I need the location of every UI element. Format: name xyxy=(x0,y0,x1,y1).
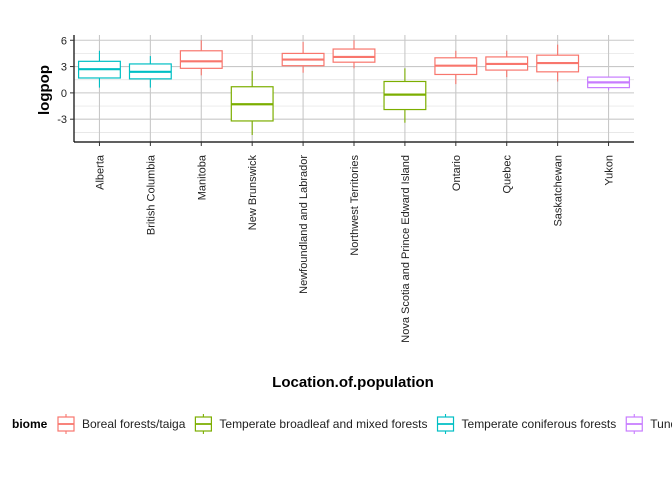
y-tick-label: 6 xyxy=(61,35,67,47)
x-tick-label: Alberta xyxy=(94,154,106,190)
box-saskatchewan xyxy=(536,44,580,82)
x-tick-label: Newfoundland and Labrador xyxy=(298,155,310,294)
legend-entry: Tundra xyxy=(625,414,672,434)
box-iqr xyxy=(179,50,223,69)
x-tick-label: Ontario xyxy=(451,155,463,191)
box-quebec xyxy=(485,50,529,78)
box-yukon xyxy=(587,76,631,91)
y-tick-label: 3 xyxy=(61,62,67,74)
y-axis-title: logpop xyxy=(36,65,53,115)
legend-label: Tundra xyxy=(650,417,672,431)
box-new-brunswick xyxy=(230,70,274,135)
x-axis-title: Location.of.population xyxy=(272,374,434,391)
x-tick-label: Quebec xyxy=(502,155,514,194)
box-alberta xyxy=(77,50,121,88)
box-newfoundland-and-labrador xyxy=(281,42,325,73)
legend-entry: Temperate coniferous forests xyxy=(436,414,617,434)
legend-label: Temperate coniferous forests xyxy=(462,417,617,431)
legend-entry: Temperate broadleaf and mixed forests xyxy=(194,414,428,434)
box-iqr xyxy=(332,48,376,63)
x-tick-label: Northwest Territories xyxy=(349,155,361,256)
x-tick-label: New Brunswick xyxy=(247,155,259,231)
box-ontario xyxy=(434,50,478,85)
legend-title: biome xyxy=(12,417,48,431)
box-layer xyxy=(77,40,631,135)
legend: biome Boreal forests/taiga Temperate broa… xyxy=(12,414,672,434)
box-manitoba xyxy=(179,40,223,76)
legend-label: Boreal forests/taiga xyxy=(82,417,186,431)
y-tick-label: -3 xyxy=(57,114,67,126)
axis-layer: -3 0 3 6 Alberta British Columbia Manitoba New … xyxy=(57,35,634,343)
x-tick-label: Manitoba xyxy=(196,154,208,200)
x-tick-label: British Columbia xyxy=(145,154,157,235)
legend-entry: Boreal forests/taiga xyxy=(57,414,186,434)
legend-label: Temperate broadleaf and mixed forests xyxy=(219,417,427,431)
box-northwest-territories xyxy=(332,40,376,69)
x-tick-label: Nova Scotia and Prince Edward Island xyxy=(400,155,412,343)
x-tick-label: Saskatchewan xyxy=(553,155,565,227)
box-nova-scotia-and-prince-edward-island xyxy=(383,68,427,123)
y-tick-label: 0 xyxy=(61,88,67,100)
box-british-columbia xyxy=(128,56,172,88)
x-tick-label: Yukon xyxy=(604,155,616,186)
